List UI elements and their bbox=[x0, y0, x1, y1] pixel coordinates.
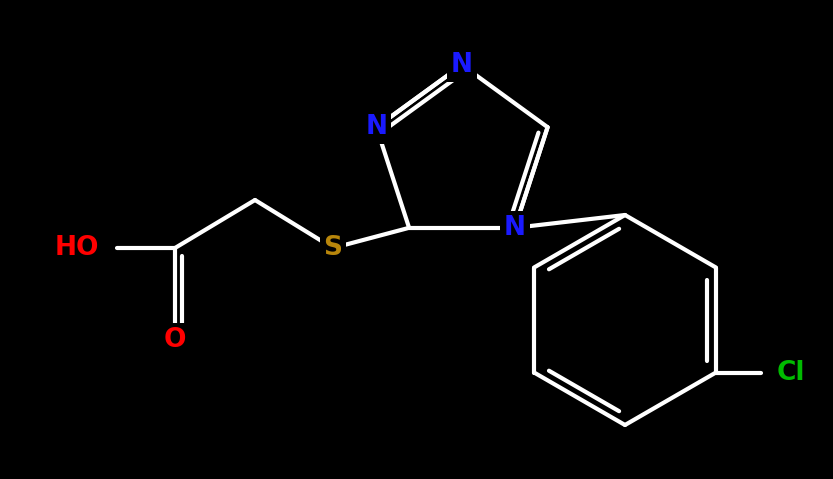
Text: HO: HO bbox=[55, 235, 99, 261]
Text: Cl: Cl bbox=[776, 360, 806, 386]
Text: N: N bbox=[451, 52, 473, 78]
Text: O: O bbox=[164, 327, 187, 353]
Text: N: N bbox=[504, 215, 526, 241]
Text: N: N bbox=[366, 114, 387, 140]
Text: S: S bbox=[323, 235, 342, 261]
